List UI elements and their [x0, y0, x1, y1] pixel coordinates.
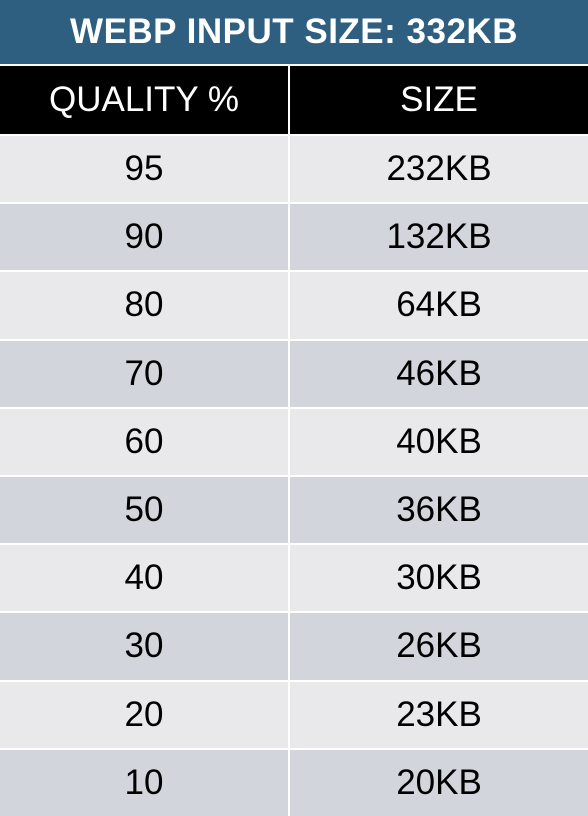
- table-row: 90 132KB: [0, 202, 588, 271]
- table-row: 30 26KB: [0, 611, 588, 680]
- table-row: 20 23KB: [0, 679, 588, 748]
- size-cell: 40KB: [396, 421, 482, 461]
- quality-cell: 50: [0, 476, 290, 544]
- header-size: SIZE: [400, 80, 478, 119]
- table-row: 10 20KB: [0, 747, 588, 816]
- size-cell: 232KB: [386, 149, 492, 189]
- table-row: 95 232KB: [0, 134, 588, 203]
- quality-cell: 80: [0, 272, 290, 339]
- size-cell: 26KB: [396, 626, 482, 666]
- table-row: 40 30KB: [0, 543, 588, 612]
- size-cell: 20KB: [396, 762, 482, 802]
- header-quality: QUALITY %: [0, 66, 290, 134]
- size-cell: 132KB: [386, 217, 492, 257]
- quality-cell: 30: [0, 613, 290, 680]
- table-row: 70 46KB: [0, 338, 588, 407]
- table-title: WEBP INPUT SIZE: 332KB: [0, 0, 588, 66]
- table-row: 60 40KB: [0, 406, 588, 475]
- table-row: 80 64KB: [0, 270, 588, 339]
- table-header-row: QUALITY % SIZE: [0, 66, 588, 134]
- quality-cell: 70: [0, 340, 290, 407]
- size-cell: 64KB: [396, 285, 482, 325]
- quality-cell: 60: [0, 408, 290, 475]
- size-cell: 23KB: [396, 694, 482, 734]
- size-cell: 36KB: [396, 490, 482, 530]
- quality-cell: 20: [0, 681, 290, 748]
- quality-cell: 40: [0, 545, 290, 612]
- table-row: 50 36KB: [0, 474, 588, 544]
- quality-cell: 10: [0, 749, 290, 816]
- quality-cell: 95: [0, 136, 290, 203]
- size-cell: 46KB: [396, 353, 482, 393]
- quality-cell: 90: [0, 204, 290, 271]
- size-cell: 30KB: [396, 558, 482, 598]
